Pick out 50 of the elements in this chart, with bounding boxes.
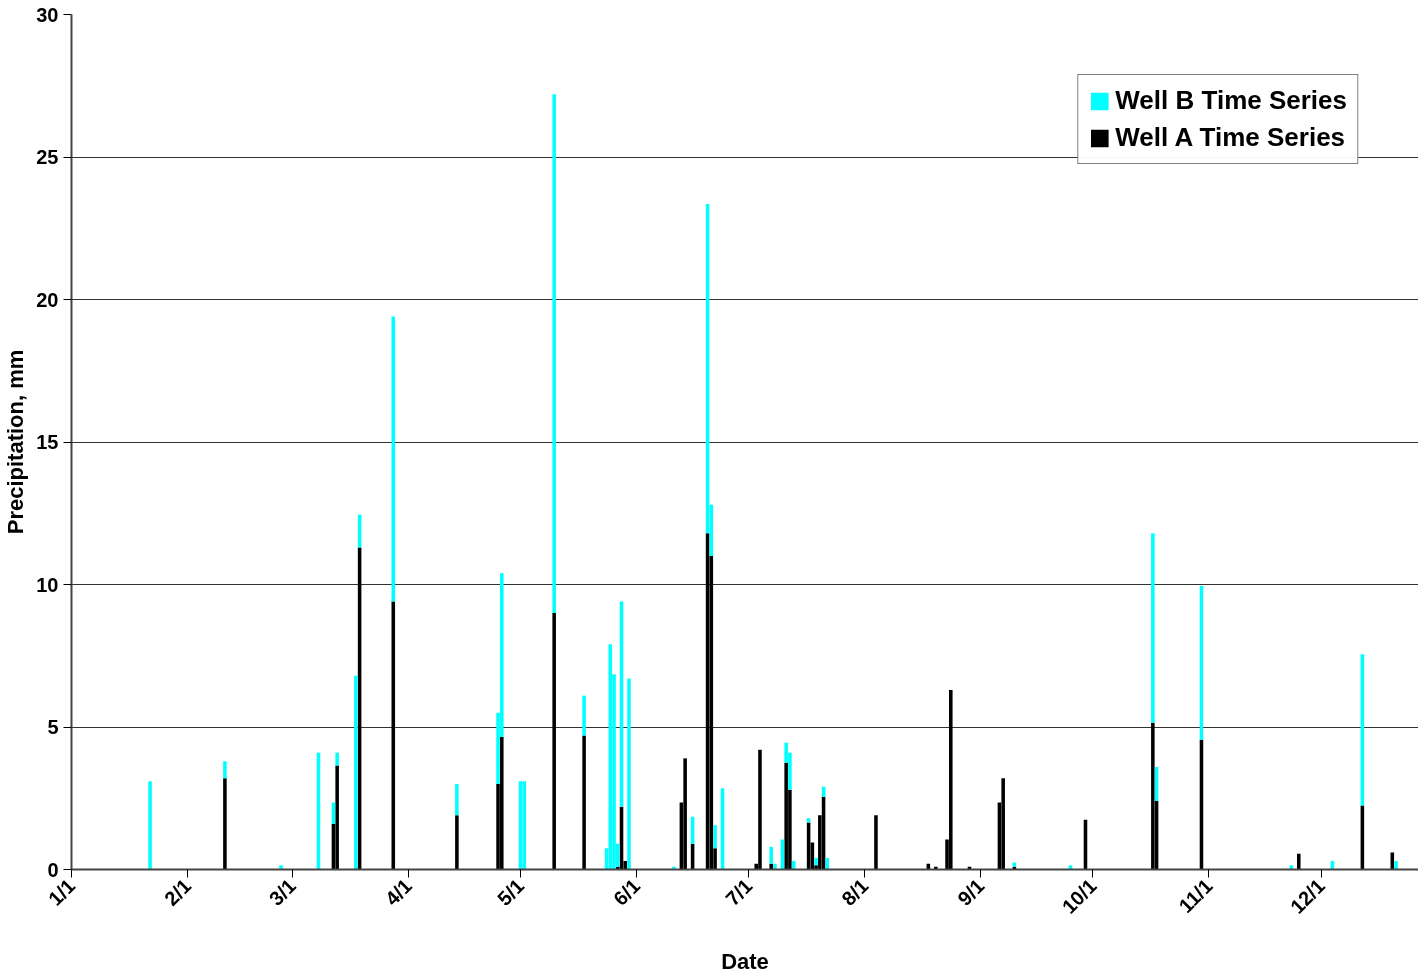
x-axis-title: Date xyxy=(721,948,769,974)
y-axis-title: Precipitation, mm xyxy=(3,349,29,535)
bar xyxy=(552,94,556,613)
y-tick-label: 30 xyxy=(36,3,59,26)
bar xyxy=(1001,778,1005,870)
x-tick-label: 2/1 xyxy=(160,874,196,910)
bar xyxy=(552,613,556,870)
bar xyxy=(683,758,687,870)
x-tick-label: 4/1 xyxy=(380,874,417,910)
bar xyxy=(1151,533,1155,723)
x-tick-label: 7/1 xyxy=(721,874,757,910)
bar xyxy=(1394,860,1398,870)
y-tick-label: 0 xyxy=(47,858,59,881)
legend-label: Well B Time Series xyxy=(1115,85,1347,116)
y-tick-label: 5 xyxy=(47,716,59,738)
bar xyxy=(1012,862,1017,867)
x-tick-label: 8/1 xyxy=(837,874,873,910)
y-tick-label: 15 xyxy=(36,431,59,453)
bar xyxy=(1151,722,1155,870)
x-tick-label: 11/1 xyxy=(1174,874,1217,918)
x-tick-label: 10/1 xyxy=(1057,874,1101,918)
bar xyxy=(582,735,586,870)
x-tick-label: 12/1 xyxy=(1285,874,1329,918)
bar xyxy=(335,765,339,870)
bar xyxy=(769,863,773,870)
bar xyxy=(500,736,504,870)
bar xyxy=(627,678,631,870)
bar xyxy=(769,846,773,864)
bar xyxy=(335,752,339,766)
bar xyxy=(814,858,818,866)
y-tick-label: 25 xyxy=(36,146,59,168)
bar xyxy=(455,784,459,816)
legend-label: Well A Time Series xyxy=(1115,122,1346,153)
bar xyxy=(874,815,878,870)
bar xyxy=(1296,853,1301,870)
bar xyxy=(949,689,953,870)
bar xyxy=(522,781,527,870)
x-tick-label: 3/1 xyxy=(264,874,301,910)
bar xyxy=(784,762,788,870)
bar xyxy=(758,749,762,870)
x-tick-label: 6/1 xyxy=(609,874,645,910)
y-tick-label: 10 xyxy=(36,573,59,596)
bar xyxy=(713,825,717,849)
x-tick-label: 5/1 xyxy=(493,874,529,910)
y-tick-label: 20 xyxy=(36,288,59,311)
x-tick-label: 9/1 xyxy=(953,874,989,910)
bar xyxy=(455,815,459,870)
bar xyxy=(773,863,777,870)
bar xyxy=(582,695,586,736)
bar xyxy=(354,675,358,870)
